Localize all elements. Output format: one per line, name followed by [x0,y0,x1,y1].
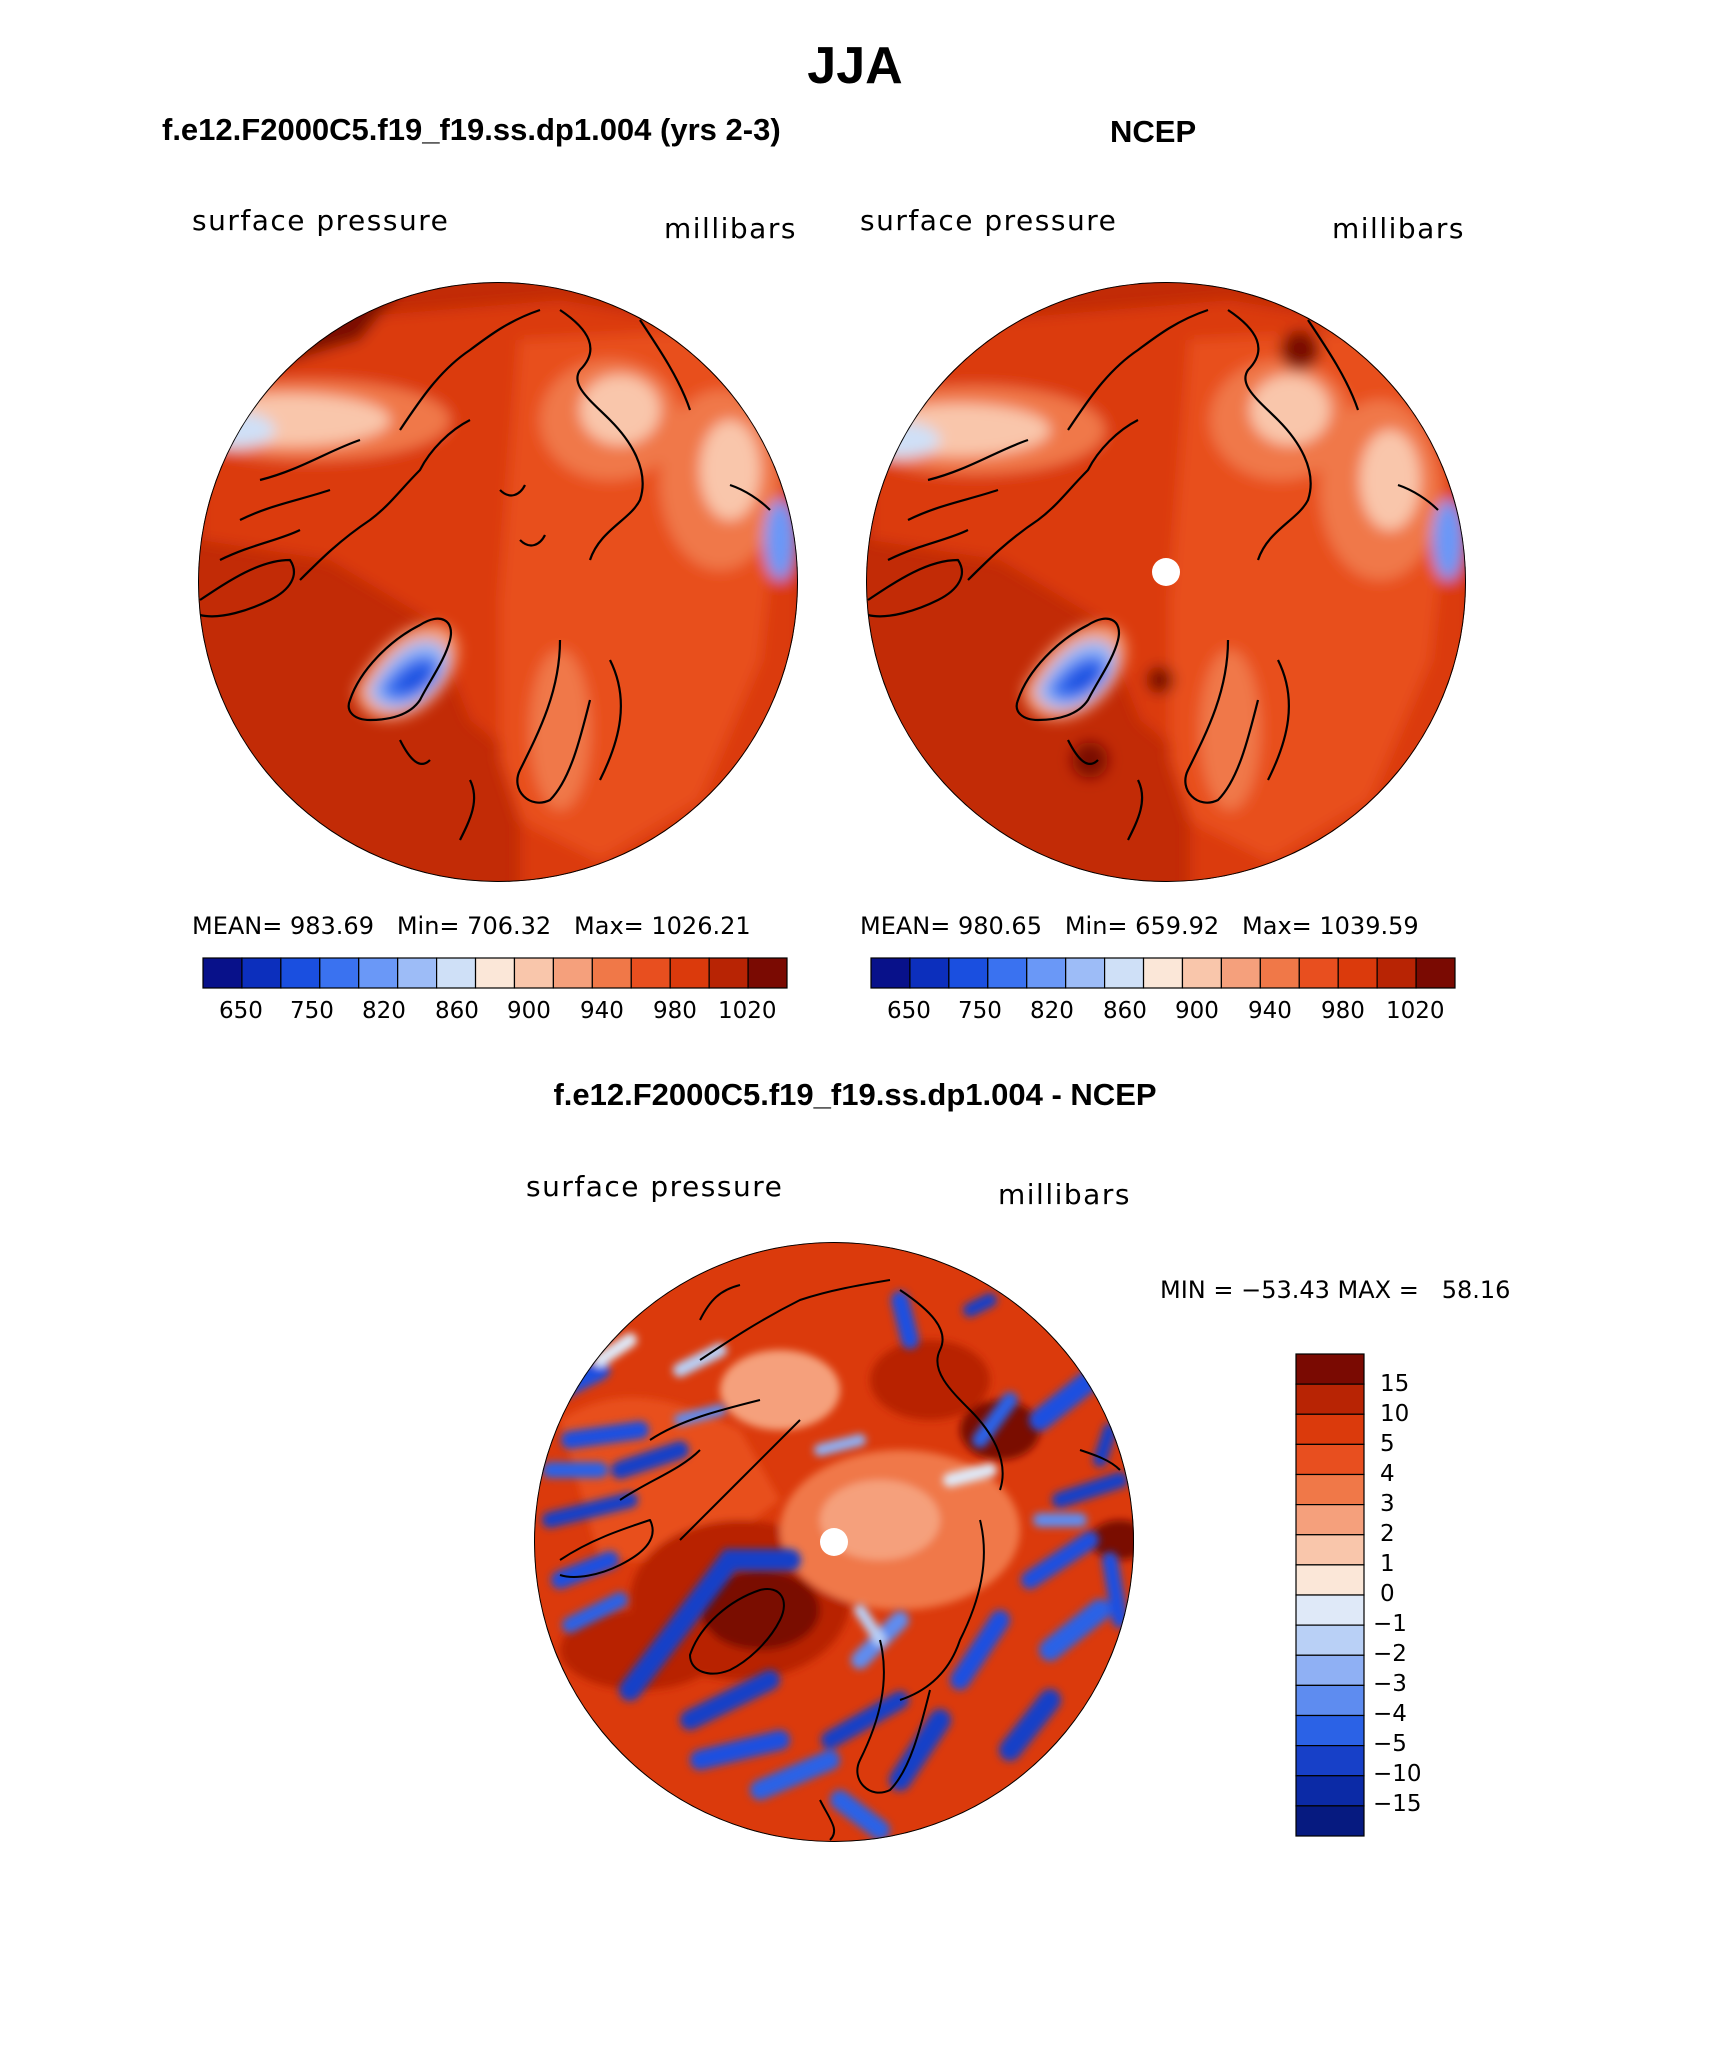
left-colorbar-label: 900 [507,998,551,1024]
left-colorbar-label: 1020 [718,998,777,1024]
left-colorbar-label: 750 [290,998,334,1024]
colorbar-swatch [474,957,516,989]
left-polar-map [198,282,798,882]
diff-colorbar-label: 15 [1380,1371,1410,1397]
colorbar-swatch [1376,957,1417,989]
colorbar-swatch [397,957,438,989]
colorbar-swatch [552,957,593,989]
colorbar-swatch [1103,957,1145,989]
figure-title: JJA [807,37,903,95]
colorbar-swatch [1295,1654,1365,1686]
colorbar-swatch [1295,1745,1365,1777]
diff-colorbar-label: −1 [1373,1611,1407,1637]
colorbar-swatch [1295,1684,1365,1717]
left-colorbar [202,957,788,989]
right-colorbar-label: 980 [1321,998,1365,1024]
diff-stats: MIN = −53.43 MAX = 58.16 [1160,1276,1511,1304]
diff-colorbar-label: 4 [1380,1461,1395,1487]
colorbar-swatch [1295,1504,1365,1536]
colorbar-swatch [1142,957,1184,989]
right-panel-heading: NCEP [1110,114,1197,149]
right-colorbar [870,957,1456,989]
colorbar-swatch [1295,1714,1365,1747]
colorbar-swatch [909,957,950,989]
left-stats: MEAN= 983.69 Min= 706.32 Max= 1026.21 [192,912,751,940]
colorbar-swatch [1295,1534,1365,1566]
left-colorbar-label: 980 [653,998,697,1024]
diff-colorbar-label: 3 [1380,1491,1395,1517]
colorbar-swatch [591,957,632,989]
right-variable-label: surface pressure [860,204,1118,237]
colorbar-swatch [1337,957,1378,989]
diff-units-label: millibars [998,1178,1131,1211]
colorbar-swatch [1415,957,1456,989]
colorbar-swatch [1295,1353,1365,1385]
diff-colorbar-label: −3 [1373,1671,1407,1697]
colorbar-swatch [708,957,749,989]
diff-colorbar-label: 1 [1380,1551,1395,1577]
colorbar-swatch [630,957,671,989]
colorbar-swatch [513,957,555,989]
left-colorbar-label: 650 [219,998,263,1024]
colorbar-swatch [1295,1383,1365,1415]
colorbar-swatch [1295,1564,1365,1596]
left-variable-label: surface pressure [192,204,450,237]
colorbar-swatch [436,957,477,989]
diff-colorbar-label: 2 [1380,1521,1395,1547]
colorbar-swatch [1026,957,1067,989]
diff-colorbar-label: 0 [1380,1581,1395,1607]
colorbar-swatch [358,957,399,989]
colorbar-swatch [987,957,1028,989]
colorbar-swatch [1295,1443,1365,1476]
right-stats: MEAN= 980.65 Min= 659.92 Max= 1039.59 [860,912,1419,940]
diff-colorbar-label: −4 [1373,1701,1407,1727]
colorbar-swatch [1181,957,1223,989]
difference-polar-map [534,1242,1134,1842]
right-colorbar-label: 940 [1248,998,1292,1024]
colorbar-swatch [280,957,321,989]
colorbar-swatch [319,957,360,989]
colorbar-swatch [948,957,989,989]
diff-variable-label: surface pressure [526,1170,784,1203]
left-colorbar-label: 940 [580,998,624,1024]
left-colorbar-label: 820 [362,998,406,1024]
colorbar-swatch [669,957,710,989]
diff-panel-heading: f.e12.F2000C5.f19_f19.ss.dp1.004 - NCEP [553,1077,1157,1112]
left-panel-heading: f.e12.F2000C5.f19_f19.ss.dp1.004 (yrs 2-… [162,112,781,147]
right-colorbar-label: 820 [1030,998,1074,1024]
colorbar-swatch [1295,1805,1365,1837]
right-colorbar-label: 860 [1103,998,1147,1024]
diff-colorbar-label: −15 [1373,1791,1422,1817]
colorbar-swatch [1295,1775,1365,1807]
colorbar-swatch [202,957,243,989]
left-units-label: millibars [664,212,797,245]
colorbar-swatch [1298,957,1339,989]
colorbar-swatch [1220,957,1261,989]
diff-colorbar-label: −10 [1373,1761,1422,1787]
colorbar-swatch [241,957,282,989]
left-colorbar-label: 860 [435,998,479,1024]
diff-colorbar-label: −5 [1373,1731,1407,1757]
right-colorbar-label: 900 [1175,998,1219,1024]
colorbar-swatch [1295,1624,1365,1656]
colorbar-swatch [1295,1413,1365,1445]
diff-colorbar-label: 10 [1380,1401,1410,1427]
colorbar-swatch [1259,957,1300,989]
right-colorbar-label: 650 [887,998,931,1024]
colorbar-swatch [747,957,788,989]
colorbar-swatch [1295,1594,1365,1626]
diff-colorbar-label: 5 [1380,1431,1395,1457]
colorbar-swatch [1065,957,1106,989]
right-colorbar-label: 750 [958,998,1002,1024]
difference-colorbar [1295,1353,1365,1837]
right-colorbar-label: 1020 [1386,998,1445,1024]
right-units-label: millibars [1332,212,1465,245]
right-polar-map [866,282,1466,882]
colorbar-swatch [870,957,911,989]
colorbar-swatch [1295,1473,1365,1506]
diff-colorbar-label: −2 [1373,1641,1407,1667]
